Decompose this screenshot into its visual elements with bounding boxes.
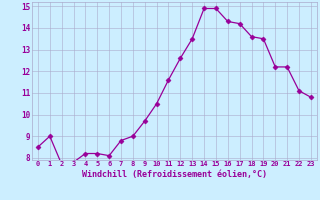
X-axis label: Windchill (Refroidissement éolien,°C): Windchill (Refroidissement éolien,°C) bbox=[82, 170, 267, 179]
